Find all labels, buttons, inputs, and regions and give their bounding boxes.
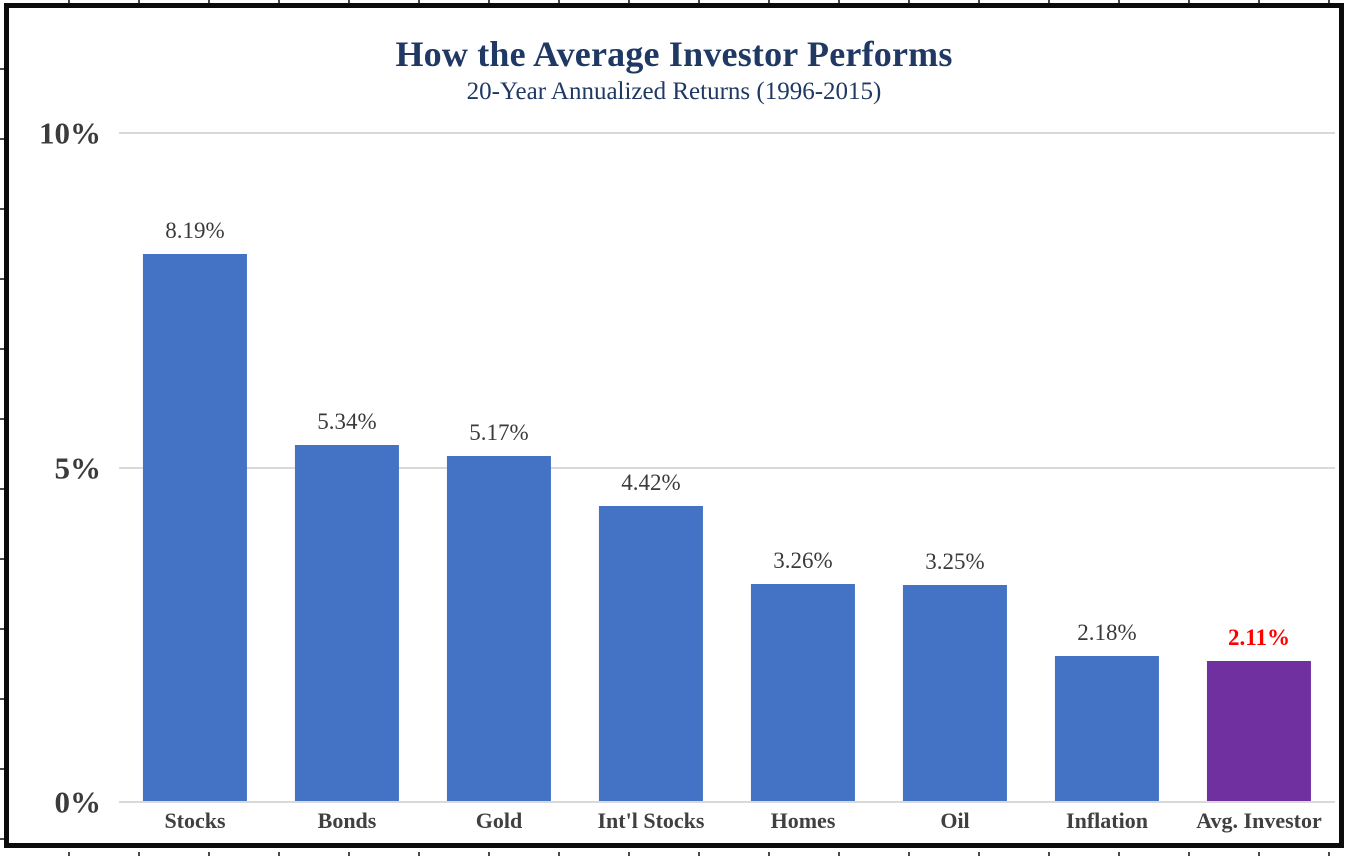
bar: [1054, 656, 1160, 802]
category-label: Gold: [475, 808, 523, 833]
bar: [446, 456, 552, 802]
gridline: [119, 132, 1335, 134]
y-tick-label: 5%: [54, 450, 102, 485]
y-tick-label: 0%: [54, 784, 102, 820]
plot-area: [119, 132, 1335, 803]
bar-column: 4.42%: [575, 133, 727, 802]
bar-column: 3.25%: [879, 133, 1031, 802]
x-axis: Stocks Bonds Gold Int'l Stocks Homes Oil Infla…: [119, 808, 1335, 834]
bar-column: 8.19%: [119, 133, 271, 802]
bar-column: 2.11%: [1183, 133, 1335, 802]
ruler-ticks-left: [0, 0, 4, 856]
bar-columns: 8.19% 5.34% 5.17% 4.42% 3.26% 3.25% 2.18% 2.11%: [119, 133, 1335, 802]
bar: [902, 584, 1008, 802]
bar-value-label: 5.17%: [469, 420, 529, 446]
bar-value-label: 4.42%: [621, 470, 681, 496]
bar-value-label: 5.34%: [317, 408, 377, 434]
bar: [750, 583, 856, 802]
y-tick-label: 10%: [39, 115, 101, 151]
bar: [598, 506, 704, 802]
bar: [294, 444, 400, 802]
category-label: Avg. Investor: [1196, 808, 1322, 833]
category-label: Bonds: [317, 808, 377, 833]
bar-column: 5.34%: [271, 133, 423, 802]
bar-value-label: 2.11%: [1228, 624, 1290, 650]
category-label: Homes: [770, 808, 836, 833]
chart-frame: How the Average Investor Performs 20-Yea…: [4, 3, 1344, 848]
bar-value-label: 8.19%: [165, 218, 225, 244]
gridline: [119, 466, 1335, 469]
bar-value-label: 2.18%: [1077, 620, 1137, 646]
category-label: Stocks: [164, 808, 226, 833]
bar-column: 2.18%: [1031, 133, 1183, 802]
chart-title: How the Average Investor Performs: [395, 34, 953, 74]
category-label: Oil: [940, 808, 970, 833]
gridline: [119, 801, 1335, 803]
ruler-ticks-top: [0, 0, 1348, 4]
bar-column: 5.17%: [423, 133, 575, 802]
chart-subtitle: 20-Year Annualized Returns (1996-2015): [466, 78, 882, 105]
bar-highlight: [1206, 660, 1312, 802]
bar-value-label: 3.26%: [773, 547, 833, 573]
bar-value-label: 3.25%: [925, 548, 985, 574]
category-label: Int'l Stocks: [597, 808, 705, 833]
ruler-ticks-bottom: [0, 852, 1348, 856]
bar: [142, 254, 248, 802]
bar-column: 3.26%: [727, 133, 879, 802]
y-axis: 0% 5% 10%: [9, 118, 102, 818]
category-label: Inflation: [1066, 808, 1148, 833]
